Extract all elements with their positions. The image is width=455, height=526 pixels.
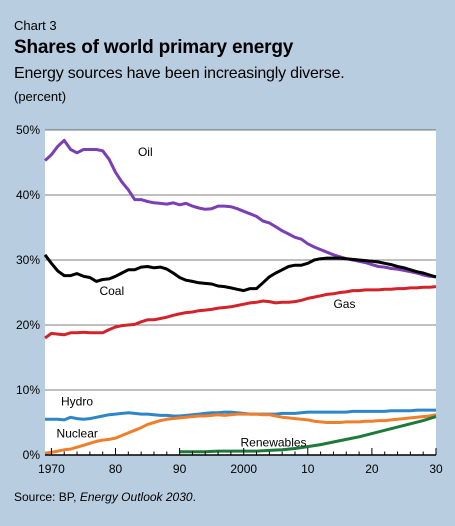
y-tick-label: 0% [23, 448, 41, 462]
y-tick-label: 10% [16, 383, 40, 397]
series-line-renewables [179, 415, 437, 454]
source-title: Energy Outlook 2030 [79, 490, 193, 504]
x-tick-label: 80 [109, 462, 123, 476]
x-tick-label: 30 [429, 462, 443, 476]
source-prefix: Source: BP, [14, 490, 80, 504]
source-suffix: . [192, 490, 196, 504]
series-line-nuclear [44, 412, 437, 455]
x-tick-label: 10 [301, 462, 315, 476]
series-label-renewables: Renewables [241, 436, 307, 450]
series-label-coal: Coal [99, 284, 124, 298]
series-label-hydro: Hydro [61, 395, 93, 409]
y-tick-label: 50% [16, 123, 40, 137]
x-tick-label: 90 [173, 462, 187, 476]
x-tick-label: 2000 [230, 462, 257, 476]
y-tick-label: 30% [16, 253, 40, 267]
y-tick-label: 20% [16, 318, 40, 332]
chart-subtitle: Energy sources have been increasingly di… [14, 65, 345, 82]
series-label-gas: Gas [333, 297, 355, 311]
source-note: Source: BP, Energy Outlook 2030. [14, 490, 196, 504]
y-tick-label: 40% [16, 188, 40, 202]
series-label-nuclear: Nuclear [57, 426, 98, 440]
series-labels: Oil Coal Gas Hydro Nuclear Renewables [57, 145, 356, 450]
series-layer [43, 138, 437, 455]
chart-number: Chart 3 [14, 18, 57, 33]
series-label-oil: Oil [138, 145, 153, 159]
y-unit-label: (percent) [14, 89, 67, 104]
series-line-gas [44, 285, 437, 340]
chart-title: Shares of world primary energy [14, 37, 294, 58]
x-tick-label: 20 [365, 462, 379, 476]
x-tick-label: 1970 [38, 462, 65, 476]
plot-area [45, 130, 436, 455]
axes: 0% 10% 20% 30% 40% 50% 1970 80 90 2000 10 20 30 [16, 123, 443, 476]
series-line-oil [43, 138, 437, 279]
series-line-coal [43, 253, 437, 293]
